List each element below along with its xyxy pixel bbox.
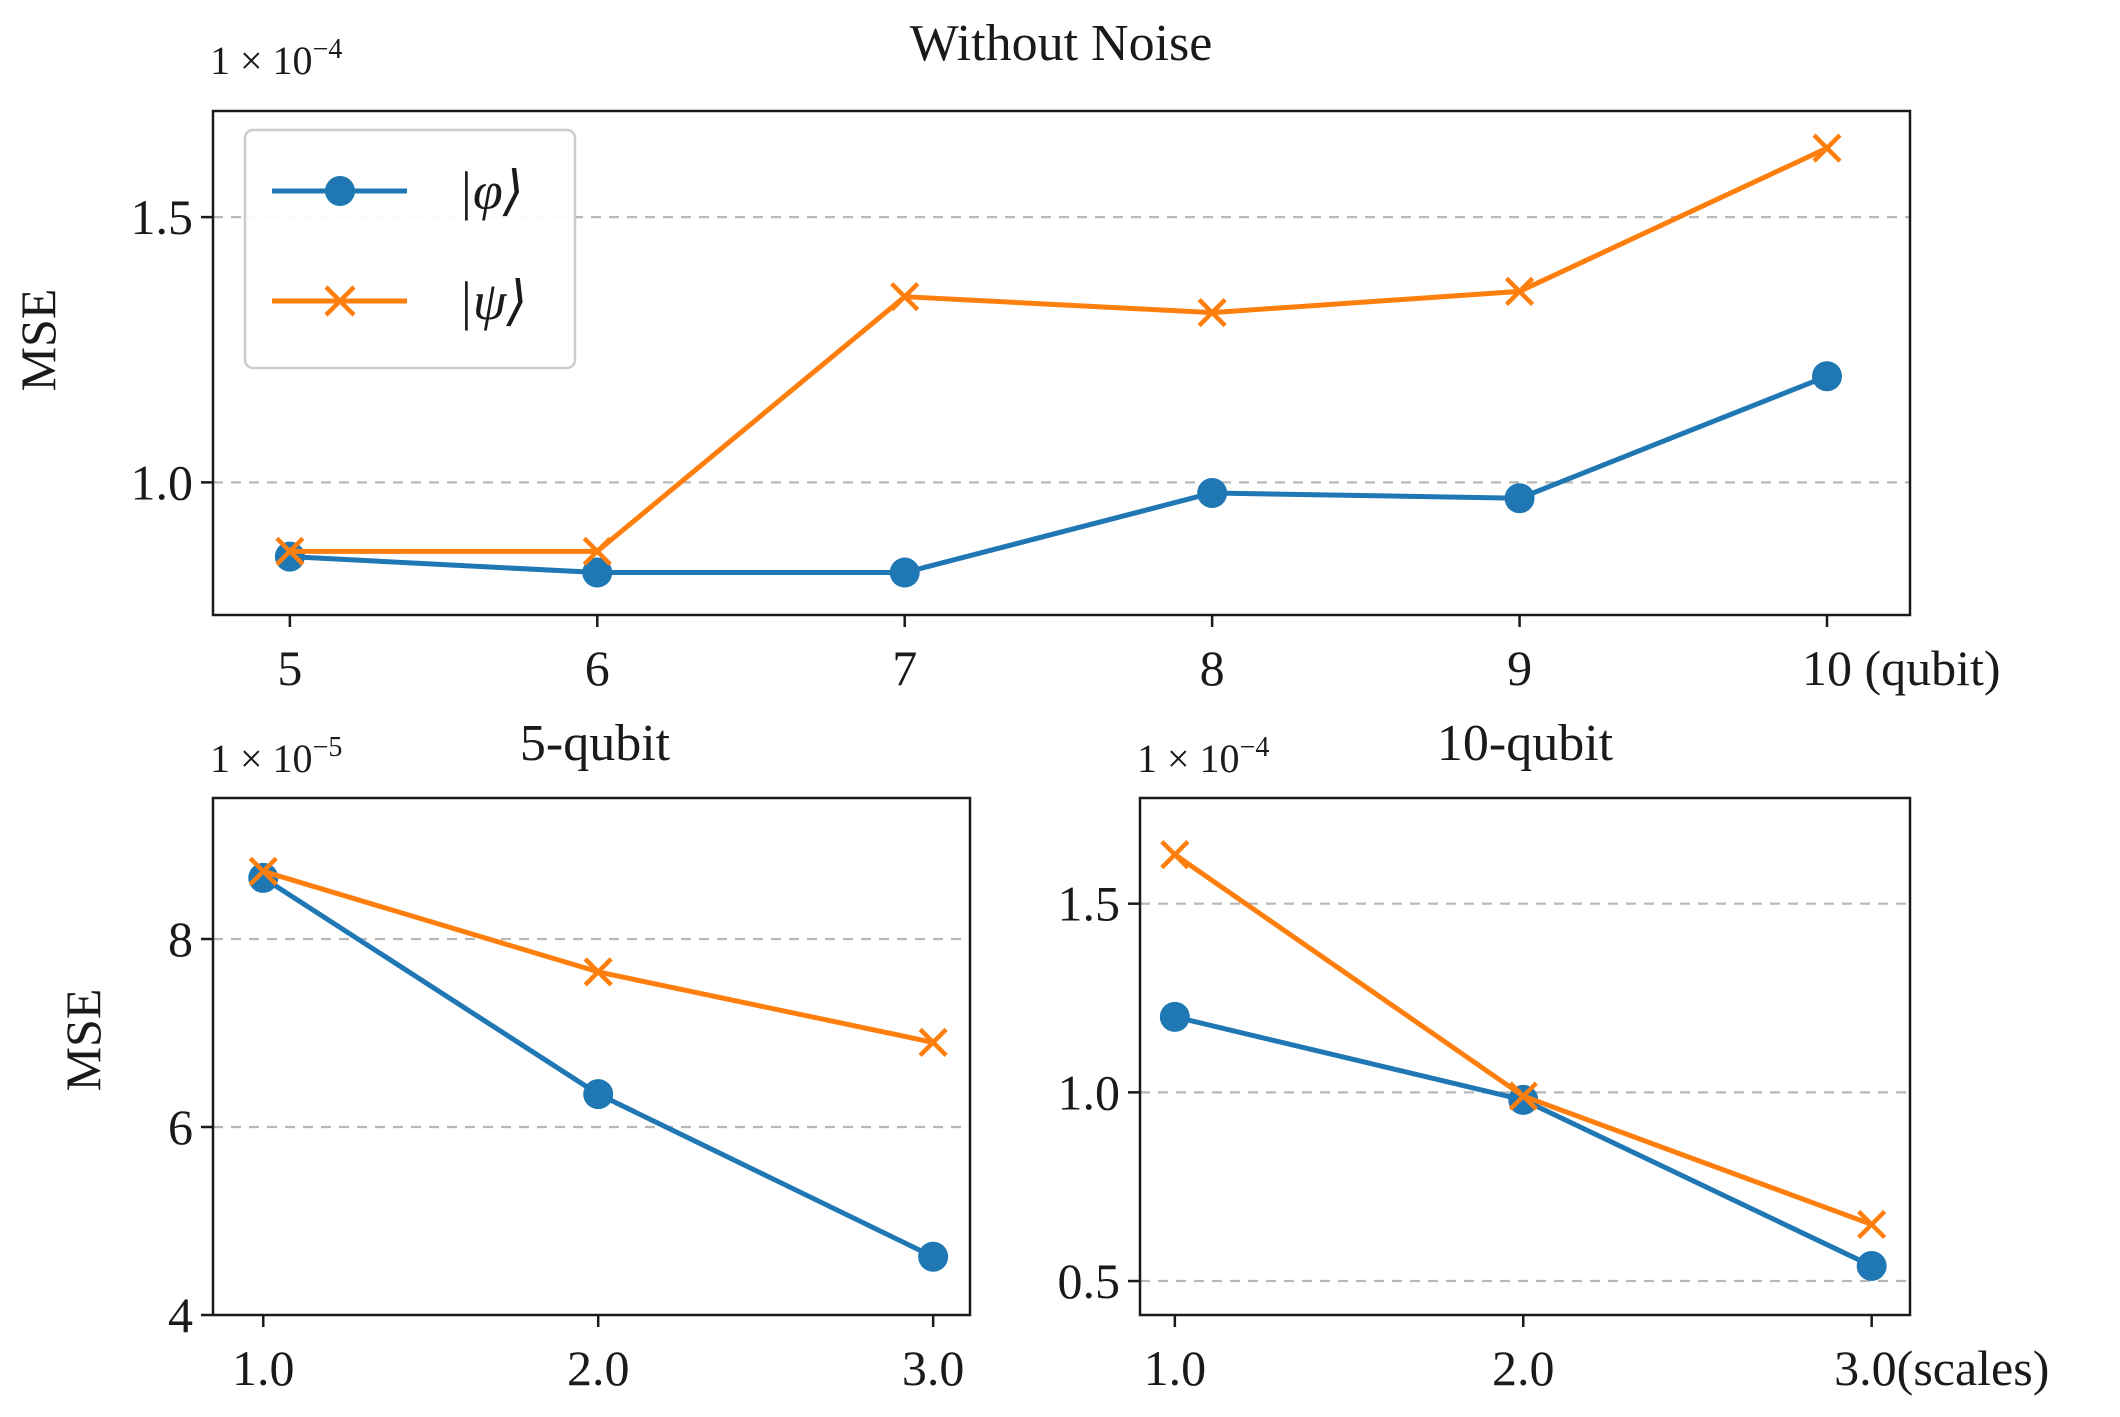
x-tick-label: 7 [892,640,917,696]
series [1159,840,1887,1281]
y-tick-label: 0.5 [1058,1253,1121,1309]
plot-frame [211,796,972,1317]
data-point-phi [1856,1250,1887,1281]
data-point-psi [1508,1081,1538,1111]
data-point-phi [582,557,613,588]
chart-title: 5-qubit [520,715,671,772]
data-point-psi [1812,133,1842,163]
x-tick-label: 6 [585,640,610,696]
y-tick-label: 1.0 [1058,1064,1121,1120]
legend-marker-phi [325,176,355,206]
x-tick-label: 8 [1200,640,1225,696]
y-axis-label: MSE [10,289,66,392]
x-tick-label: 3.0 [902,1340,965,1396]
data-point-psi [275,536,305,566]
data-point-psi [1857,1209,1887,1240]
data-point-psi [890,282,920,312]
data-point-psi [583,957,613,987]
x-tick-label: 1.0 [1144,1340,1207,1396]
scale-exponent: −4 [313,34,343,65]
scale-base: 1 × 10 [210,736,313,781]
data-point-phi [248,862,279,893]
scale-base: 1 × 10 [210,38,313,83]
y-tick-label: 8 [168,911,193,967]
legend-label-psi: |ψ⟩ [458,271,527,331]
x-tick-label: 1.0 [232,1340,295,1396]
y-axis-label: MSE [55,989,111,1092]
series-line-psi [289,145,1829,554]
x-tick-label: 5 [277,640,302,696]
data-point-phi [1811,361,1842,392]
series-line-phi [289,373,1828,576]
x-tick-label: 9 [1507,640,1532,696]
y-tick-label: 6 [168,1099,193,1155]
y-tick-label: 1.5 [131,189,194,245]
panel-5-qubit: 5-qubit 1 × 10−5 MSE 4 6 8 1.0 2.0 3.0 [55,715,972,1396]
chart-title: Without Noise [910,15,1213,72]
x-tick-label: 2.0 [567,1340,630,1396]
series [274,133,1842,588]
data-point-psi [248,856,278,886]
axis-scale-label: 1 × 10−4 [1137,732,1269,781]
x-tick-label: 2.0 [1492,1340,1555,1396]
legend: |φ⟩ |ψ⟩ [243,128,577,370]
legend-marker-psi [324,285,356,317]
legend-label-phi: |φ⟩ [458,161,524,221]
axis-scale-label: 1 × 10−5 [210,732,342,781]
plot-frame [211,109,1912,617]
ticks: 4 6 8 1.0 2.0 3.0 [168,911,964,1396]
ticks: 1.0 1.5 5 6 7 8 9 10 (qubit) [131,189,2001,696]
scale-base: 1 × 10 [1137,736,1240,781]
data-point-phi [274,541,305,572]
data-point-psi [1504,276,1535,306]
data-point-phi [1159,1001,1190,1032]
data-point-psi [582,536,612,566]
legend-box [243,128,577,370]
gridlines [213,216,1910,484]
plot-frame [1138,796,1912,1317]
y-tick-label: 1.0 [131,454,194,510]
data-point-phi [1197,477,1228,508]
data-point-psi [1197,298,1227,328]
x-tick-label: 10 (qubit) [1802,640,2001,696]
chart-title: 10-qubit [1437,715,1614,772]
ticks: 0.5 1.0 1.5 1.0 2.0 3.0(scales) [1058,876,2050,1396]
data-point-psi [918,1027,948,1057]
y-tick-label: 4 [168,1287,193,1343]
axis-scale-label: 1 × 10−4 [210,34,342,83]
panel-10-qubit: 10-qubit 1 × 10−4 0.5 1.0 1.5 1.0 2.0 3.0(sca… [1058,715,2050,1396]
data-point-psi [1160,840,1190,870]
series [248,856,949,1272]
panel-without-noise: Without Noise 1 × 10−4 MSE 1.0 1.5 5 6 7 8 9 10… [10,15,2001,696]
y-tick-label: 1.5 [1058,876,1121,932]
data-point-phi [583,1079,614,1110]
x-tick-label: 3.0(scales) [1834,1340,2049,1396]
scale-exponent: −4 [1240,732,1270,763]
data-point-phi [918,1241,949,1272]
data-point-phi [889,557,920,588]
scale-exponent: −5 [313,732,343,763]
data-point-phi [1504,483,1535,514]
gridlines [213,937,970,1129]
